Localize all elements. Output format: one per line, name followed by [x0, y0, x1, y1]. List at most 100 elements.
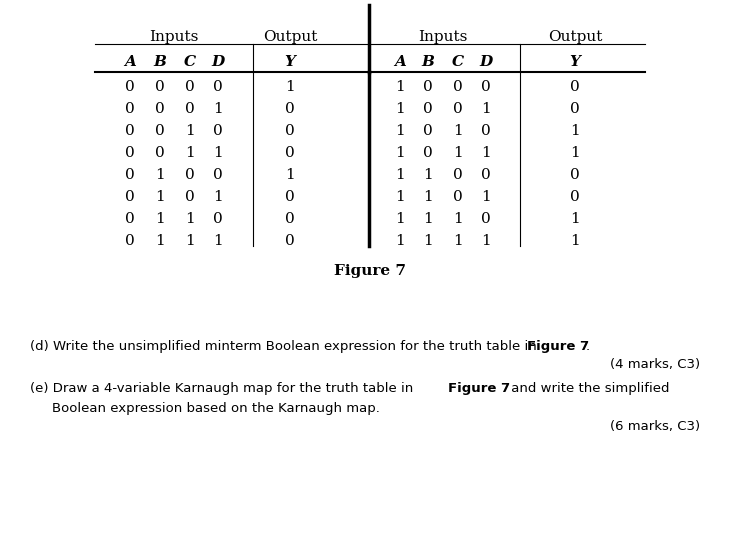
Text: (6 marks, C3): (6 marks, C3) [610, 420, 700, 433]
Text: 0: 0 [185, 102, 195, 116]
Text: 0: 0 [285, 234, 295, 248]
Text: 1: 1 [481, 102, 491, 116]
Text: 1: 1 [395, 80, 405, 94]
Text: 0: 0 [125, 80, 135, 94]
Text: 1: 1 [423, 212, 433, 226]
Text: 1: 1 [453, 124, 463, 138]
Text: 1: 1 [395, 212, 405, 226]
Text: Inputs: Inputs [150, 30, 199, 44]
Text: (e) Draw a 4-variable Karnaugh map for the truth table in: (e) Draw a 4-variable Karnaugh map for t… [30, 382, 418, 395]
Text: Boolean expression based on the Karnaugh map.: Boolean expression based on the Karnaugh… [52, 402, 380, 415]
Text: 0: 0 [453, 80, 463, 94]
Text: 1: 1 [570, 234, 580, 248]
Text: Y: Y [570, 55, 581, 69]
Text: B: B [153, 55, 166, 69]
Text: A: A [124, 55, 136, 69]
Text: 0: 0 [453, 190, 463, 204]
Text: 0: 0 [213, 168, 223, 182]
Text: 1: 1 [213, 102, 223, 116]
Text: 1: 1 [185, 146, 195, 160]
Text: 0: 0 [481, 212, 491, 226]
Text: 1: 1 [155, 234, 165, 248]
Text: 0: 0 [185, 168, 195, 182]
Text: 0: 0 [423, 146, 433, 160]
Text: 0: 0 [423, 124, 433, 138]
Text: 0: 0 [570, 168, 580, 182]
Text: Inputs: Inputs [419, 30, 468, 44]
Text: (d) Write the unsimplified minterm Boolean expression for the truth table in: (d) Write the unsimplified minterm Boole… [30, 340, 541, 353]
Text: 0: 0 [125, 168, 135, 182]
Text: 0: 0 [481, 80, 491, 94]
Text: 1: 1 [453, 146, 463, 160]
Text: 1: 1 [213, 190, 223, 204]
Text: 0: 0 [155, 80, 165, 94]
Text: 1: 1 [213, 234, 223, 248]
Text: 1: 1 [155, 168, 165, 182]
Text: 1: 1 [481, 146, 491, 160]
Text: C: C [184, 55, 196, 69]
Text: C: C [452, 55, 464, 69]
Text: 0: 0 [125, 234, 135, 248]
Text: 1: 1 [453, 234, 463, 248]
Text: 0: 0 [155, 146, 165, 160]
Text: 1: 1 [423, 234, 433, 248]
Text: 1: 1 [395, 190, 405, 204]
Text: 1: 1 [395, 124, 405, 138]
Text: 0: 0 [125, 102, 135, 116]
Text: 0: 0 [285, 102, 295, 116]
Text: 1: 1 [453, 212, 463, 226]
Text: 1: 1 [481, 234, 491, 248]
Text: 0: 0 [125, 146, 135, 160]
Text: 0: 0 [125, 212, 135, 226]
Text: 0: 0 [213, 80, 223, 94]
Text: 0: 0 [185, 80, 195, 94]
Text: Figure 7: Figure 7 [527, 340, 589, 353]
Text: 1: 1 [285, 168, 295, 182]
Text: .: . [586, 340, 590, 353]
Text: 0: 0 [481, 168, 491, 182]
Text: 1: 1 [423, 168, 433, 182]
Text: 0: 0 [570, 80, 580, 94]
Text: 0: 0 [155, 124, 165, 138]
Text: 0: 0 [285, 146, 295, 160]
Text: 0: 0 [285, 190, 295, 204]
Text: 0: 0 [125, 190, 135, 204]
Text: 1: 1 [285, 80, 295, 94]
Text: Output: Output [263, 30, 317, 44]
Text: 1: 1 [185, 234, 195, 248]
Text: 1: 1 [395, 102, 405, 116]
Text: 1: 1 [423, 190, 433, 204]
Text: D: D [479, 55, 493, 69]
Text: A: A [394, 55, 406, 69]
Text: 1: 1 [570, 146, 580, 160]
Text: 0: 0 [423, 102, 433, 116]
Text: 0: 0 [570, 190, 580, 204]
Text: 0: 0 [453, 102, 463, 116]
Text: 0: 0 [481, 124, 491, 138]
Text: 0: 0 [213, 212, 223, 226]
Text: 0: 0 [155, 102, 165, 116]
Text: (4 marks, C3): (4 marks, C3) [610, 358, 700, 371]
Text: 0: 0 [213, 124, 223, 138]
Text: 1: 1 [185, 124, 195, 138]
Text: 0: 0 [453, 168, 463, 182]
Text: 1: 1 [395, 168, 405, 182]
Text: 1: 1 [185, 212, 195, 226]
Text: 1: 1 [481, 190, 491, 204]
Text: 1: 1 [213, 146, 223, 160]
Text: and write the simplified: and write the simplified [507, 382, 669, 395]
Text: Output: Output [548, 30, 603, 44]
Text: 0: 0 [423, 80, 433, 94]
Text: 0: 0 [125, 124, 135, 138]
Text: 1: 1 [570, 212, 580, 226]
Text: 1: 1 [155, 212, 165, 226]
Text: 1: 1 [395, 146, 405, 160]
Text: Figure 7: Figure 7 [448, 382, 510, 395]
Text: 0: 0 [285, 212, 295, 226]
Text: Y: Y [284, 55, 295, 69]
Text: Figure 7: Figure 7 [334, 264, 406, 278]
Text: 1: 1 [570, 124, 580, 138]
Text: B: B [421, 55, 435, 69]
Text: 1: 1 [395, 234, 405, 248]
Text: 1: 1 [155, 190, 165, 204]
